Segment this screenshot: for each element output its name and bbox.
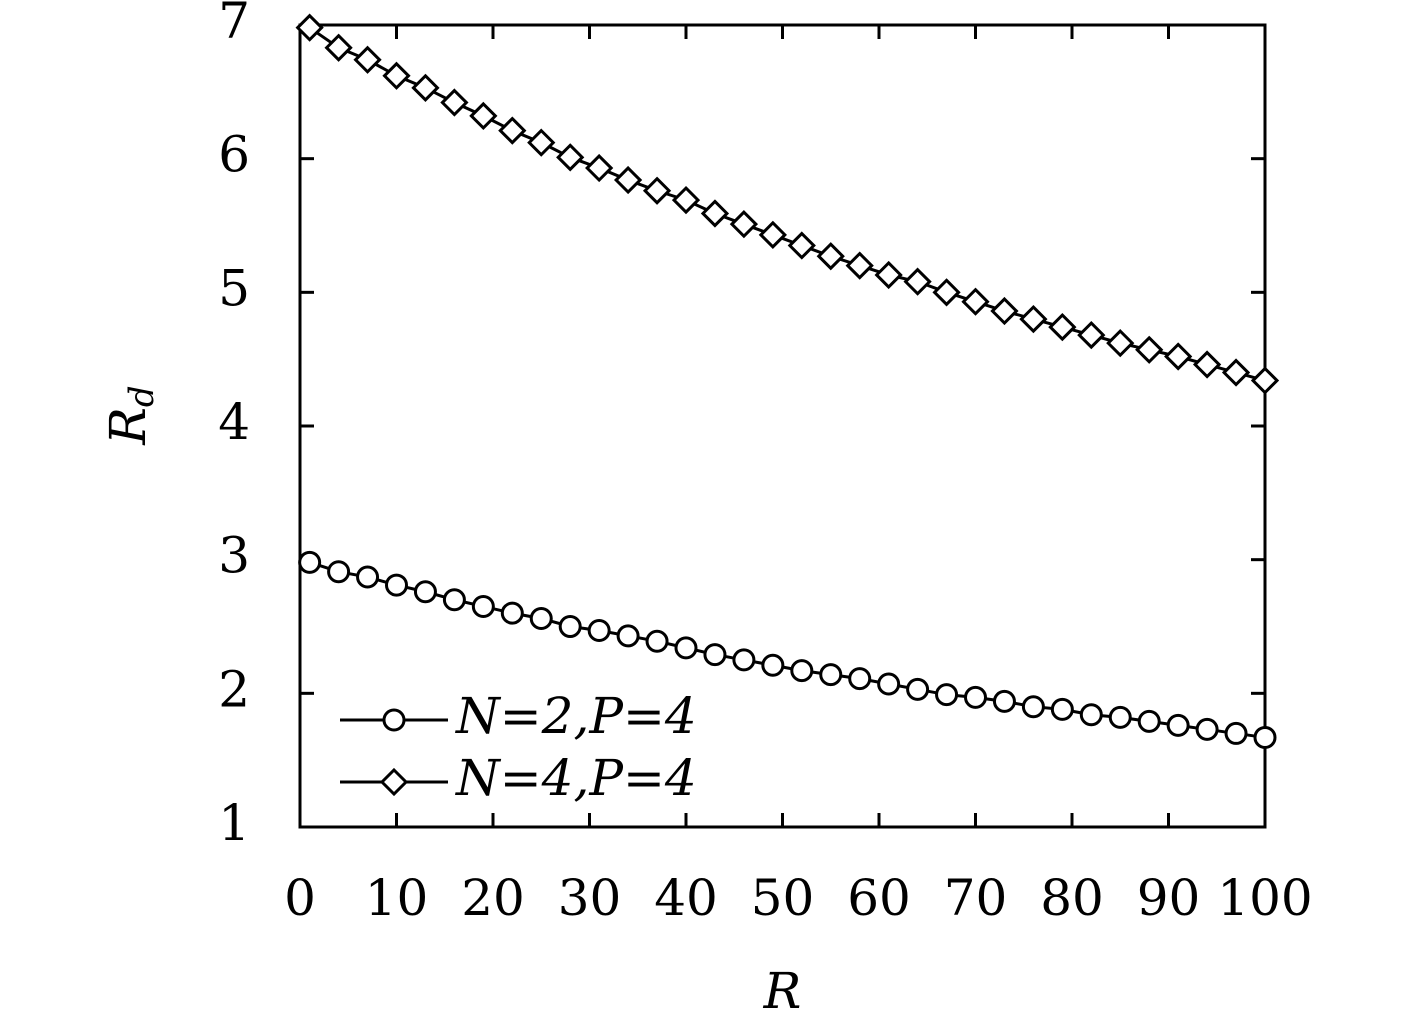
legend-marker [382,708,406,732]
marker [1048,312,1077,342]
marker [703,643,727,667]
marker [1077,320,1106,350]
x-tick-label: 40 [654,869,718,927]
marker [616,624,640,648]
marker [1108,705,1132,729]
marker [585,153,614,183]
y-tick-label: 5 [218,259,250,317]
marker [442,588,466,612]
x-tick-label: 30 [558,869,622,927]
marker [729,210,759,239]
marker [1224,721,1248,745]
marker [295,13,324,42]
marker [385,573,408,597]
marker [1221,358,1251,387]
marker [324,33,353,62]
x-tick-label: 20 [461,869,525,927]
x-tick-label: 90 [1137,869,1201,927]
series-line [308,26,1266,382]
marker [1195,717,1219,741]
marker [411,73,440,102]
y-axis-label: Rd [99,385,162,445]
marker [674,636,698,660]
marker [498,116,527,145]
plot-frame [298,23,1267,829]
marker [992,689,1016,713]
marker [903,267,932,296]
marker [671,185,701,215]
y-tick-label: 1 [218,794,250,852]
marker [935,683,959,707]
marker [440,88,469,117]
x-tick-label: 80 [1040,869,1104,927]
marker [819,663,843,687]
marker [1019,304,1048,334]
marker [500,601,524,625]
marker [732,648,756,672]
legend-marker [379,767,409,797]
marker [1137,709,1161,733]
x-tick-label: 0 [284,869,316,927]
y-tick-label: 4 [218,393,250,451]
marker [1192,350,1222,379]
marker [556,143,585,172]
marker [877,672,901,696]
y-tick-label: 7 [218,0,250,50]
marker [964,685,987,709]
marker [471,594,495,618]
legend-label: N=4,P=4 [455,749,697,807]
x-tick-label: 50 [751,869,815,927]
marker [413,580,437,604]
marker [787,231,816,260]
x-tick-label: 10 [365,869,429,927]
marker [327,560,351,584]
y-axis-label-main: R [99,407,157,446]
marker [1106,329,1135,358]
marker [613,165,643,195]
marker [961,287,990,316]
legend-label: N=2,P=4 [455,687,697,745]
marker [529,606,553,630]
marker [790,659,814,683]
x-axis-label: R [763,962,802,1020]
marker [700,199,730,228]
marker [1166,713,1190,737]
marker [816,242,845,271]
marker [1050,697,1074,721]
marker [845,251,874,280]
marker [990,296,1019,326]
series-line [309,560,1266,739]
x-tick-label: 60 [847,869,911,927]
marker [642,176,672,205]
marker [382,61,411,90]
marker [356,565,380,589]
marker [906,677,930,701]
marker [469,101,498,131]
marker [848,667,872,691]
marker [298,550,322,574]
x-tick-label: 100 [1217,869,1312,927]
y-tick-label: 3 [218,527,250,585]
marker [527,128,556,157]
marker [645,629,669,653]
marker [1079,703,1103,727]
y-tick-label: 2 [218,660,250,718]
y-axis-label-sub: d [122,385,162,407]
marker [761,653,785,677]
marker [874,260,903,290]
marker [758,220,787,249]
marker [1164,342,1193,371]
marker [1250,366,1280,395]
y-tick-label: 6 [218,126,250,184]
marker [1135,335,1164,364]
marker [1021,695,1045,719]
marker [353,45,382,74]
marker [1253,725,1277,749]
marker [587,619,611,643]
marker [932,278,961,307]
x-tick-label: 70 [944,869,1008,927]
marker [558,615,582,638]
